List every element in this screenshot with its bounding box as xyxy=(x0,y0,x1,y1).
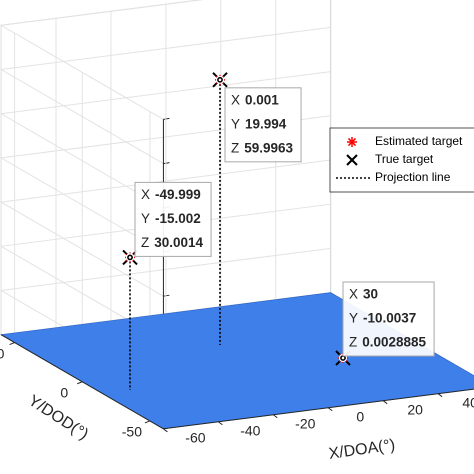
x-tick xyxy=(272,414,278,419)
datatip-value: 30.0014 xyxy=(154,235,203,250)
legend-box xyxy=(329,127,474,193)
datatip-marker xyxy=(128,256,132,259)
legend-label: Projection line xyxy=(375,170,451,184)
x-tick xyxy=(437,393,443,398)
datatip-label: Z xyxy=(231,140,239,155)
datatip-marker xyxy=(341,356,345,360)
x-tick-label: 40 xyxy=(462,394,474,410)
x-tick-label: 0 xyxy=(356,408,364,424)
x-tick-label: 20 xyxy=(407,401,423,417)
datatip-label: X xyxy=(349,287,358,302)
z-tick xyxy=(163,162,170,165)
datatip-value: 19.994 xyxy=(245,116,287,131)
y-tick xyxy=(9,342,15,346)
marker xyxy=(122,249,138,266)
datatip-box xyxy=(342,281,435,357)
datatip-label: Y xyxy=(231,116,240,131)
marker xyxy=(212,72,228,88)
legend-label: True target xyxy=(375,152,434,166)
datatip-marker xyxy=(218,78,222,82)
z-tick xyxy=(163,294,170,297)
datatip-label: X xyxy=(141,187,150,202)
x-tick xyxy=(163,428,168,433)
datatip-value: -10.0037 xyxy=(363,311,416,326)
datatip-value: 0.0028885 xyxy=(362,335,426,350)
y-tick-label: 50 xyxy=(0,345,5,361)
datatip-label: Z xyxy=(349,335,357,350)
datatip-label: Y xyxy=(349,311,358,326)
datatip-value: 30 xyxy=(363,287,378,302)
y-tick xyxy=(77,381,83,385)
datatip-box xyxy=(224,87,302,163)
overlay: X 0.001 Y 19.994 Z 59.9963 X -49.999 Y -15.002 Z 30… xyxy=(122,72,474,391)
x-tick-label: -60 xyxy=(185,429,205,445)
datatip-value: -15.002 xyxy=(155,211,201,226)
datatip-label: Z xyxy=(141,235,149,250)
x-tick-label: -40 xyxy=(240,422,260,438)
legend-marker xyxy=(347,137,357,147)
y-tick xyxy=(144,420,151,424)
z-tick xyxy=(163,117,170,120)
datatip-value: -49.999 xyxy=(155,187,201,202)
datatip-label: X xyxy=(231,92,240,107)
x-tick-label: -20 xyxy=(295,415,315,431)
y-tick-label: -50 xyxy=(122,424,142,440)
legend-label: Estimated target xyxy=(375,134,463,148)
x-tick xyxy=(382,400,388,405)
x-tick xyxy=(218,421,223,426)
y-tick-label: 0 xyxy=(60,384,68,400)
datatip-value: 59.9963 xyxy=(244,140,293,155)
datatip-label: Y xyxy=(141,211,150,226)
x-tick xyxy=(327,407,333,412)
legend-marker xyxy=(346,154,358,166)
datatip-box xyxy=(134,181,212,257)
datatip-value: 0.001 xyxy=(245,92,279,107)
